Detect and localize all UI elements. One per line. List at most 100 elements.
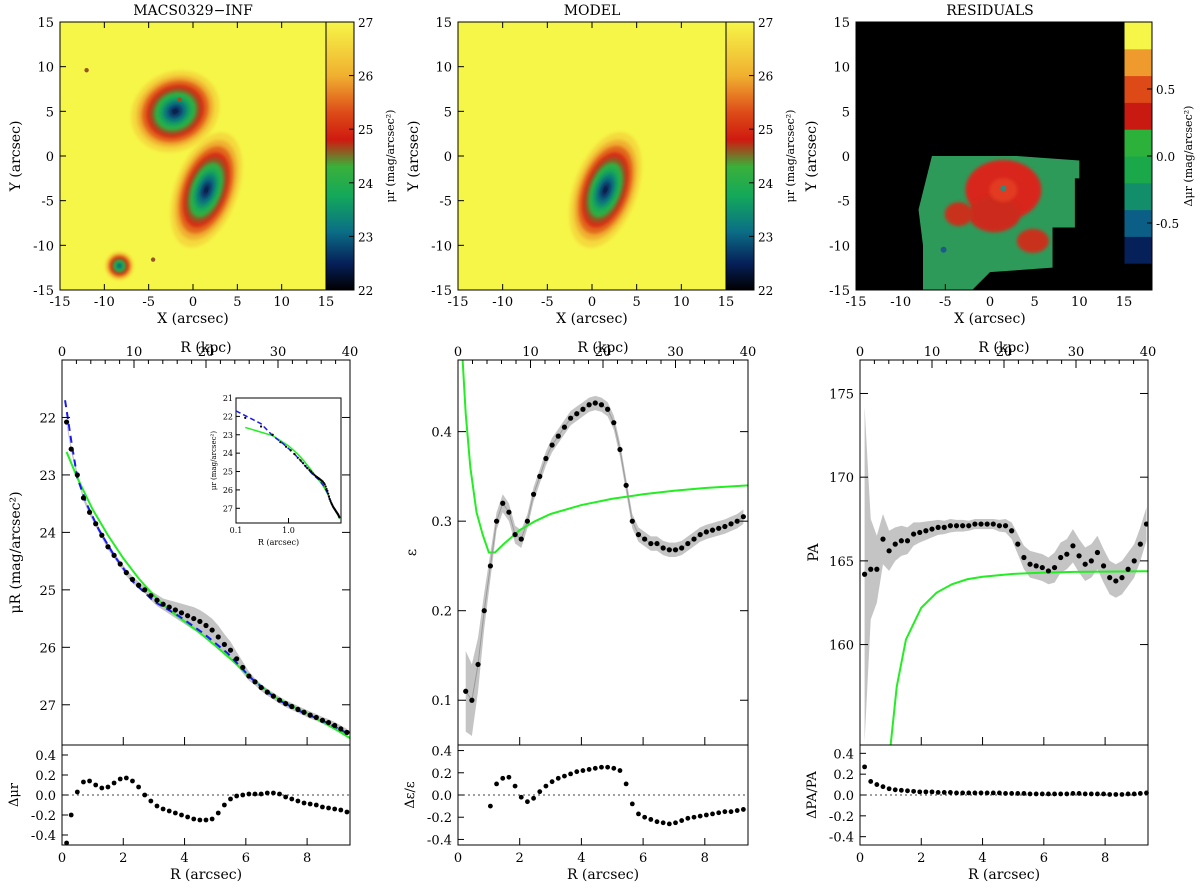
y-axis-label: PA xyxy=(806,542,822,561)
residual-point xyxy=(911,788,917,794)
residual-point xyxy=(1070,791,1076,796)
data-point xyxy=(880,536,886,542)
data-point xyxy=(332,722,338,729)
residual-point xyxy=(136,784,141,790)
inset-plot: 21 22 23 24 25 26 27 0.1 1.0 R (arcsec) μr (mag/ar… xyxy=(210,394,342,547)
data-point xyxy=(344,729,350,735)
residual-point xyxy=(531,795,536,801)
y-tick-label: 0.2 xyxy=(431,605,452,620)
data-point xyxy=(215,634,221,640)
inset-point xyxy=(289,449,292,452)
data-point xyxy=(1051,564,1058,571)
data-point xyxy=(1021,554,1027,561)
x-tick-label: -10 xyxy=(94,295,115,310)
y-tick-label: -10 xyxy=(431,239,452,254)
colorbar-tick-label: 0.5 xyxy=(1156,83,1175,97)
data-point xyxy=(1131,558,1137,564)
residual-point xyxy=(984,790,990,796)
residual-point xyxy=(264,790,270,796)
data-point xyxy=(1082,561,1088,567)
data-point xyxy=(500,500,506,506)
colorbar-tick-label: -0.5 xyxy=(1156,217,1179,231)
residual-point xyxy=(74,789,80,795)
residual-point xyxy=(960,790,966,796)
top-x-axis-label: R (kpc) xyxy=(577,340,628,356)
y-tick-label: 10 xyxy=(833,61,850,76)
residual-point xyxy=(654,819,660,825)
residual-point xyxy=(697,813,703,819)
top-x-tick-label: 20 xyxy=(996,345,1013,360)
data-point xyxy=(246,673,252,679)
y-tick-label: 24 xyxy=(39,526,56,541)
data-point xyxy=(276,697,283,703)
residual-y-tick-label: 0.0 xyxy=(35,789,56,804)
residual-point xyxy=(172,810,178,816)
residual-point xyxy=(605,764,611,770)
data-point xyxy=(185,613,191,619)
residual-point xyxy=(629,801,635,807)
x-tick-label: 0 xyxy=(856,851,864,866)
residual-point xyxy=(68,812,74,818)
plot-area xyxy=(861,406,1148,745)
galaxy-source-0 xyxy=(569,132,642,248)
data-point xyxy=(549,442,555,448)
data-point xyxy=(142,587,148,593)
inset-point xyxy=(296,456,299,459)
x-tick-label: 6 xyxy=(242,851,250,866)
x-tick-label: -5 xyxy=(142,295,155,310)
residual-point xyxy=(1095,791,1100,797)
residual-point xyxy=(1033,791,1039,797)
residual-point xyxy=(941,789,947,795)
data-point xyxy=(861,571,868,577)
colorbar-tick-label: 26 xyxy=(758,70,773,84)
x-tick-label: 0 xyxy=(588,295,596,310)
x-axis-label: X (arcsec) xyxy=(556,311,628,327)
y-tick-label: 0.4 xyxy=(431,426,452,441)
residual-point xyxy=(209,816,215,822)
y-tick-label: 15 xyxy=(37,16,54,31)
residual-point xyxy=(1052,791,1057,797)
residual-y-tick-label: 0.4 xyxy=(833,747,854,762)
data-point xyxy=(953,523,960,529)
residual-point xyxy=(179,812,184,818)
top-x-tick-label: 10 xyxy=(924,345,941,360)
data-point xyxy=(679,545,685,551)
data-point xyxy=(234,656,240,662)
y-tick-label: -5 xyxy=(837,195,850,210)
top-x-tick-label: 30 xyxy=(270,345,287,360)
y-tick-label: 27 xyxy=(39,699,56,714)
panel-title: MACS0329−INF xyxy=(133,3,253,19)
top-x-tick-label: 40 xyxy=(1140,345,1157,360)
residual-point xyxy=(580,768,586,773)
data-point xyxy=(691,536,697,542)
residual-point xyxy=(673,820,678,826)
residual-y-tick-label: -0.4 xyxy=(829,831,854,846)
data-point xyxy=(99,532,105,538)
residual-point xyxy=(923,789,929,795)
residual-point xyxy=(240,792,246,798)
y-tick-label: 23 xyxy=(39,469,56,484)
data-point xyxy=(203,622,209,629)
x-tick-label: -5 xyxy=(541,295,554,310)
residual-point xyxy=(703,812,709,818)
residual-y-tick-label: 0.2 xyxy=(35,769,56,784)
data-point xyxy=(716,525,722,531)
residual-point xyxy=(487,803,493,809)
profile-panel-2: 0 10 20 30 40R (kpc)160165170175PA-0.4-0.20.… xyxy=(805,340,1156,883)
residual-point xyxy=(880,784,886,790)
data-point xyxy=(1143,521,1148,527)
x-axis-label: R (arcsec) xyxy=(567,867,639,883)
x-tick-label: 0 xyxy=(454,851,462,866)
residual-point xyxy=(685,815,691,821)
data-point xyxy=(629,518,635,524)
data-point xyxy=(506,509,512,515)
inset-x-label: R (arcsec) xyxy=(258,538,299,547)
residual-point xyxy=(660,820,666,826)
data-point xyxy=(561,424,568,430)
residual-point xyxy=(320,804,325,810)
residual-point xyxy=(295,798,301,804)
data-point xyxy=(80,495,87,501)
residual-point xyxy=(123,775,129,781)
uncertainty-band xyxy=(864,406,1147,742)
y-tick-label: -15 xyxy=(829,284,850,299)
